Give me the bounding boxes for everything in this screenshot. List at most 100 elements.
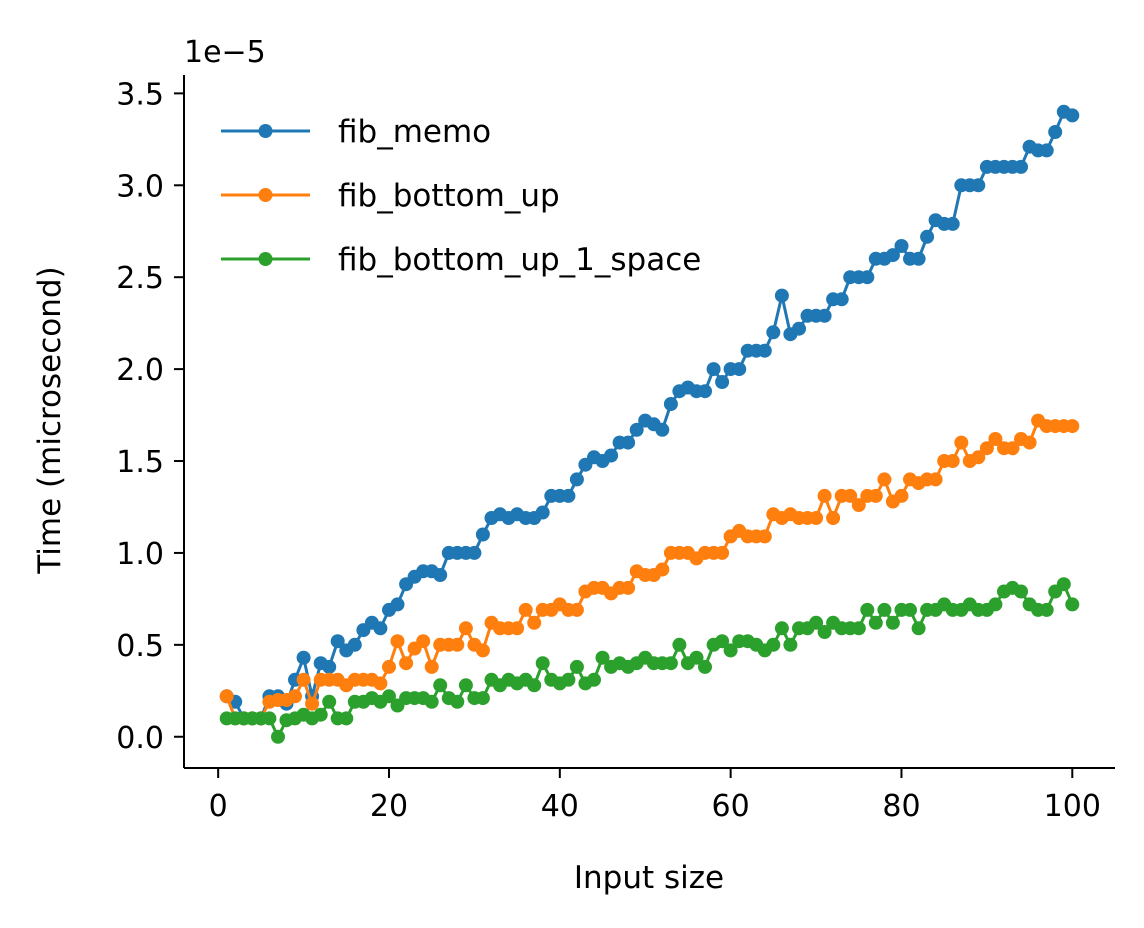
data-point [1005,441,1020,456]
data-point [715,634,730,649]
data-point [433,568,448,582]
data-point [877,472,892,487]
data-point [672,637,687,652]
data-point [655,562,670,577]
y-tick-label: 3.0 [116,169,164,204]
data-point [305,696,320,711]
data-point [698,659,712,674]
data-point [390,597,405,612]
data-point [458,678,473,693]
axes-layer [183,75,1115,769]
y-axis-label: Time (microsecond) [32,266,68,574]
data-point [595,650,610,665]
data-point [885,615,900,630]
data-point [868,615,883,630]
y-tick-label: 0.0 [116,721,164,756]
data-point [296,672,311,687]
data-point [1065,419,1080,434]
series-fib_bottom_up_1_space [219,577,1080,744]
data-point [715,545,730,560]
data-point [510,621,525,636]
data-point [1056,577,1071,592]
data-point [373,676,388,691]
legend-label: fib_bottom_up [338,178,560,214]
data-point [698,384,712,399]
data-point [903,602,917,617]
data-point [809,615,824,630]
y-tick-label: 1.0 [116,537,164,572]
data-point [271,729,285,744]
data-point [1048,125,1063,139]
legend-swatch-marker [258,124,273,138]
data-point [911,251,926,266]
data-point [518,602,533,617]
legend: fib_memo fib_bottom_up fib_bottom_up_1_spa… [221,114,701,278]
data-point [339,711,354,726]
data-point [330,634,345,649]
data-point [774,288,789,303]
y-tick-label: 1.5 [116,445,164,480]
data-point [604,448,619,463]
data-point [851,621,866,636]
data-point [450,637,465,652]
legend-swatch-marker [258,188,273,202]
data-point [416,634,431,649]
data-point [928,472,943,487]
data-point [817,308,832,323]
data-point [706,362,721,377]
data-point [569,602,584,617]
data-point [757,343,772,358]
legend-entry: fib_memo [221,114,491,150]
data-point [527,615,542,630]
data-point [322,694,337,709]
x-tick-label: 80 [882,789,920,824]
data-point [885,248,900,263]
data-point [655,422,670,437]
data-point [809,511,824,525]
data-point [860,270,875,285]
data-point [475,527,490,542]
data-point [424,659,439,674]
data-point [382,659,396,674]
y-tick-label: 0.5 [116,629,164,664]
data-point [988,432,1003,446]
data-point [433,678,448,693]
data-point [766,637,781,652]
data-point [663,656,678,671]
data-point [467,545,482,560]
data-point [945,454,960,468]
data-point [458,621,473,636]
series-fib_bottom_up [219,413,1080,726]
data-point [399,656,414,671]
data-point [792,321,806,336]
data-point [569,472,584,487]
data-point [971,450,986,465]
data-point [663,397,678,411]
data-point [860,602,875,617]
data-point [347,637,362,652]
data-point [1039,143,1054,158]
x-axis-label: Input size [574,860,724,896]
data-point [1014,159,1028,174]
data-point [1022,435,1037,450]
data-point [475,691,490,706]
data-point [945,216,960,231]
legend-label: fib_bottom_up_1_space [338,242,701,278]
data-point [979,441,994,456]
data-point [219,689,234,704]
data-point [834,292,849,307]
data-point [390,634,405,649]
data-point [629,422,644,437]
data-point [587,672,601,687]
data-point [313,707,328,722]
series-layer [219,104,1080,744]
data-point [262,711,277,726]
data-point [971,178,986,193]
data-point [920,229,935,244]
ticks-layer: 0 20 40 60 80 100 0.0 0.5 1.0 1.5 2.0 2.5 3.0 3.5 [116,77,1101,824]
x-tick-label: 60 [712,789,750,824]
data-point [851,498,866,513]
legend-label: fib_memo [338,114,491,150]
data-point [450,694,465,709]
